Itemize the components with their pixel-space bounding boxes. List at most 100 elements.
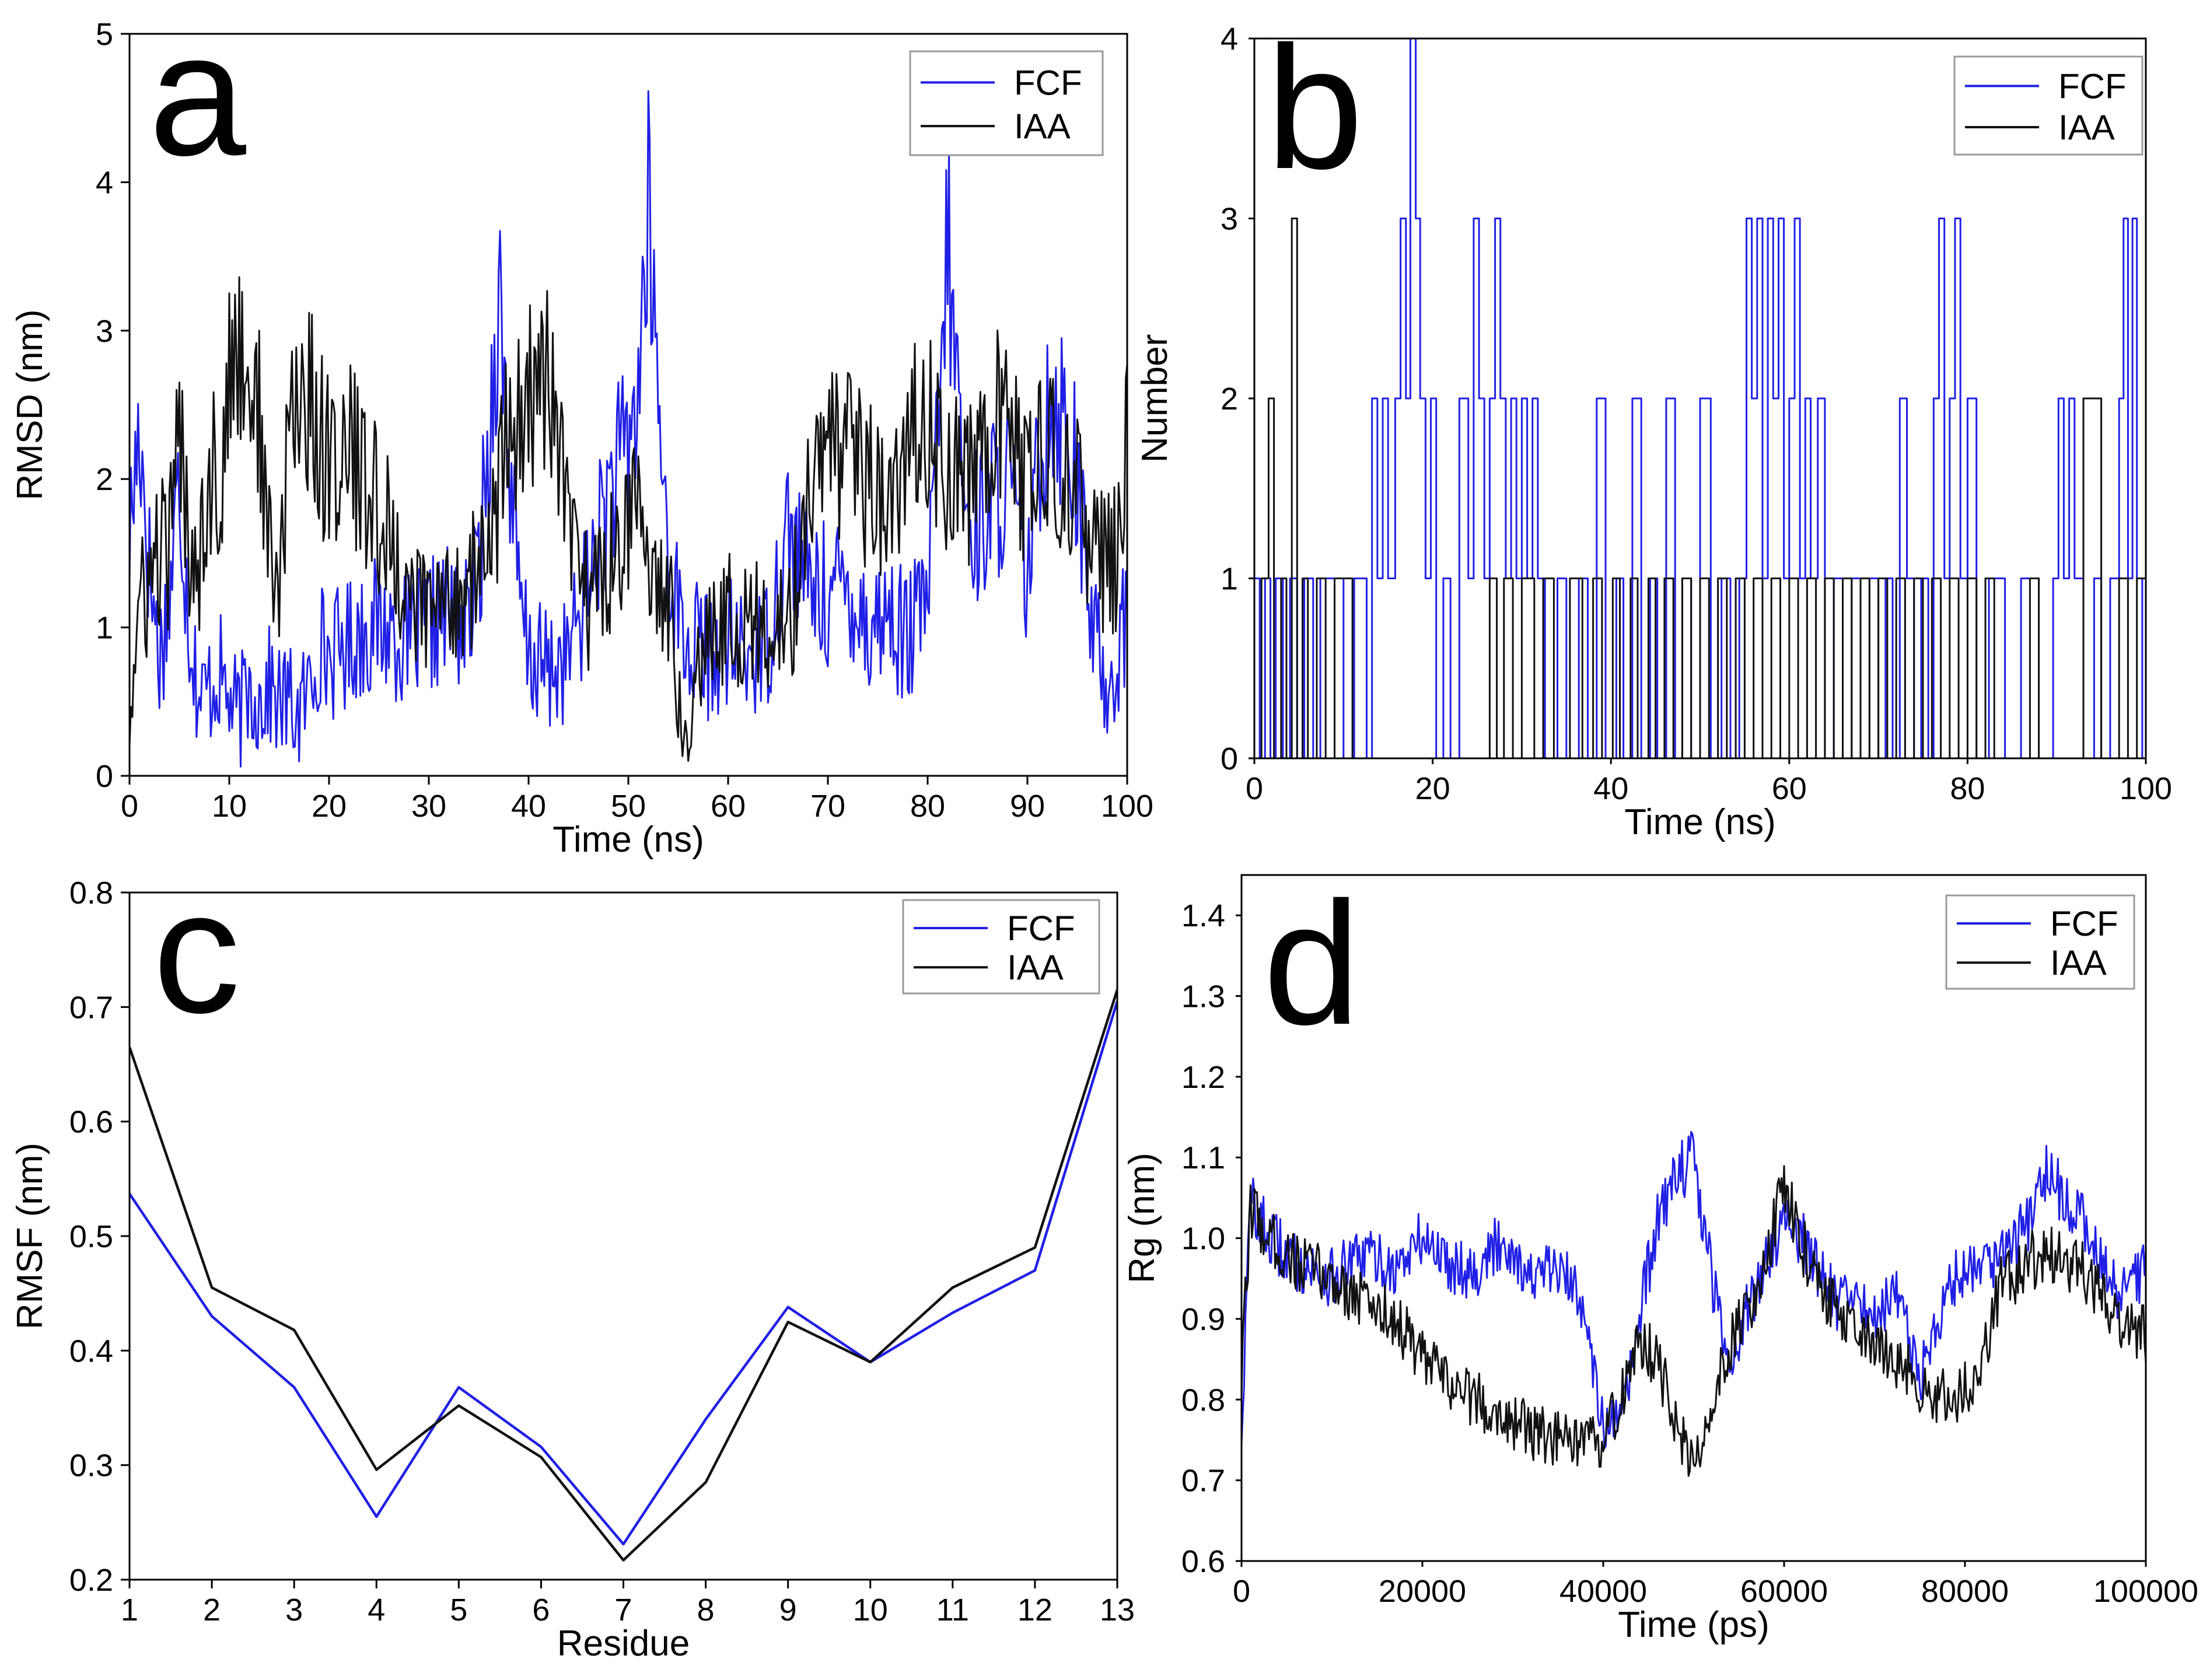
x-axis-title: Time (ns) — [552, 820, 704, 860]
legend-box — [902, 899, 1100, 995]
y-axis-title: RMSF (nm) — [10, 1143, 50, 1329]
x-tick-label: 3 — [285, 1592, 303, 1628]
x-tick-label: 9 — [779, 1592, 797, 1628]
x-tick-label: 1 — [121, 1592, 138, 1628]
x-tick-label: 20 — [312, 789, 347, 824]
legend-label-fcf: FCF — [2058, 66, 2127, 106]
plot-frame — [128, 891, 1118, 1581]
x-tick-label: 100 — [1101, 789, 1153, 824]
x-tick-label: 60 — [1772, 771, 1807, 806]
panel-letter-a: a — [149, 0, 247, 192]
y-tick-label: 1.1 — [1181, 1140, 1225, 1175]
y-tick-label: 1.2 — [1181, 1060, 1225, 1095]
x-tick-label: 12 — [1017, 1592, 1052, 1628]
y-tick-label: 5 — [96, 17, 113, 52]
x-tick-label: 80 — [910, 789, 945, 824]
series-line-iaa — [1254, 218, 2146, 758]
legend-label-fcf: FCF — [2050, 904, 2118, 943]
series-line-iaa — [130, 276, 1127, 762]
y-tick-label: 0.7 — [69, 990, 113, 1025]
y-tick-label: 0.2 — [69, 1563, 113, 1598]
chart-panel-d: 0 20000 40000 60000 80000 100000 0.6 0.7 0.8 0.9 1… — [1122, 865, 2198, 1645]
chart-panel-a: 0 10 20 30 40 50 60 70 80 90 100 0 1 2 3 4 5 Time (ns) RMS… — [10, 0, 1153, 860]
x-tick-label: 40000 — [1559, 1574, 1647, 1609]
x-tick-label: 40 — [1593, 771, 1628, 806]
legend-box — [1945, 894, 2135, 990]
y-tick-label: 1.3 — [1181, 979, 1225, 1014]
x-tick-label: 30 — [411, 789, 446, 824]
legend-label-iaa: IAA — [2058, 108, 2115, 147]
legend-label-fcf: FCF — [1014, 63, 1082, 102]
x-tick-label: 10 — [212, 789, 247, 824]
x-tick-label: 0 — [1246, 771, 1263, 806]
x-tick-label: 8 — [697, 1592, 715, 1628]
y-tick-label: 1.4 — [1181, 898, 1225, 933]
series-line-fcf — [130, 90, 1127, 768]
y-tick-label: 0.5 — [69, 1219, 113, 1254]
x-tick-label: 100 — [2120, 771, 2172, 806]
x-tick-label: 4 — [368, 1592, 385, 1628]
y-tick-label: 3 — [96, 314, 113, 349]
legend-box — [909, 50, 1104, 156]
y-tick-label: 1.0 — [1181, 1222, 1225, 1256]
x-tick-label: 40 — [511, 789, 546, 824]
plot-frame — [1240, 874, 2147, 1562]
x-tick-label: 50 — [611, 789, 646, 824]
panel-letter-b: b — [1266, 9, 1363, 205]
x-tick-label: 60 — [711, 789, 746, 824]
y-axis-title: Number — [1135, 334, 1175, 463]
y-tick-label: 0.9 — [1181, 1302, 1225, 1337]
y-tick-label: 2 — [96, 462, 113, 497]
y-axis-title: Rg (nm) — [1122, 1153, 1162, 1283]
panel-letter-d: d — [1263, 865, 1361, 1061]
x-tick-label: 80000 — [1921, 1574, 2009, 1609]
legend-label-iaa: IAA — [1014, 107, 1071, 146]
x-axis-title: Time (ps) — [1618, 1605, 1769, 1645]
y-axis-title: RMSD (nm) — [10, 309, 50, 500]
x-axis-title: Residue — [557, 1623, 690, 1664]
legend-label-iaa: IAA — [2050, 943, 2107, 982]
y-tick-label: 3 — [1221, 202, 1238, 237]
series-line-fcf — [130, 1000, 1117, 1546]
x-tick-label: 20000 — [1379, 1574, 1466, 1609]
x-tick-label: 20 — [1415, 771, 1450, 806]
x-axis-title: Time (ns) — [1624, 802, 1775, 842]
series-line-fcf — [1242, 1130, 2146, 1450]
y-tick-label: 1 — [1221, 562, 1238, 597]
x-tick-label: 6 — [532, 1592, 550, 1628]
series-line-iaa — [130, 989, 1117, 1562]
y-tick-label: 1 — [96, 611, 113, 646]
x-tick-label: 80 — [1950, 771, 1985, 806]
y-tick-label: 4 — [1221, 22, 1238, 57]
x-tick-label: 0 — [121, 789, 138, 824]
legend-label-fcf: FCF — [1007, 909, 1075, 948]
series-line-iaa — [1242, 1165, 2146, 1477]
x-tick-label: 13 — [1100, 1592, 1135, 1628]
y-tick-label: 0.4 — [69, 1334, 113, 1368]
x-tick-label: 70 — [810, 789, 845, 824]
x-tick-label: 60000 — [1740, 1574, 1828, 1609]
x-tick-label: 10 — [853, 1592, 888, 1628]
y-tick-label: 0 — [96, 759, 113, 794]
panel-letter-c: c — [153, 853, 240, 1049]
y-tick-label: 4 — [96, 165, 113, 200]
x-tick-label: 5 — [450, 1592, 467, 1628]
chart-panel-c: 1 2 3 4 5 6 7 8 9 10 11 12 130.20.30.40.50.60.70.8Re… — [10, 853, 1135, 1664]
legend-label-iaa: IAA — [1007, 948, 1064, 987]
x-tick-label: 100000 — [2093, 1574, 2198, 1609]
y-tick-label: 0.8 — [1181, 1382, 1225, 1418]
x-tick-label: 0 — [1233, 1574, 1250, 1609]
legend-box — [1953, 55, 2143, 156]
y-tick-label: 0.6 — [69, 1105, 113, 1140]
y-tick-label: 0.6 — [1181, 1544, 1225, 1579]
x-tick-label: 2 — [203, 1592, 221, 1628]
x-tick-label: 11 — [936, 1592, 969, 1628]
x-tick-label: 90 — [1010, 789, 1045, 824]
y-tick-label: 0 — [1221, 741, 1238, 776]
y-tick-label: 2 — [1221, 382, 1238, 416]
